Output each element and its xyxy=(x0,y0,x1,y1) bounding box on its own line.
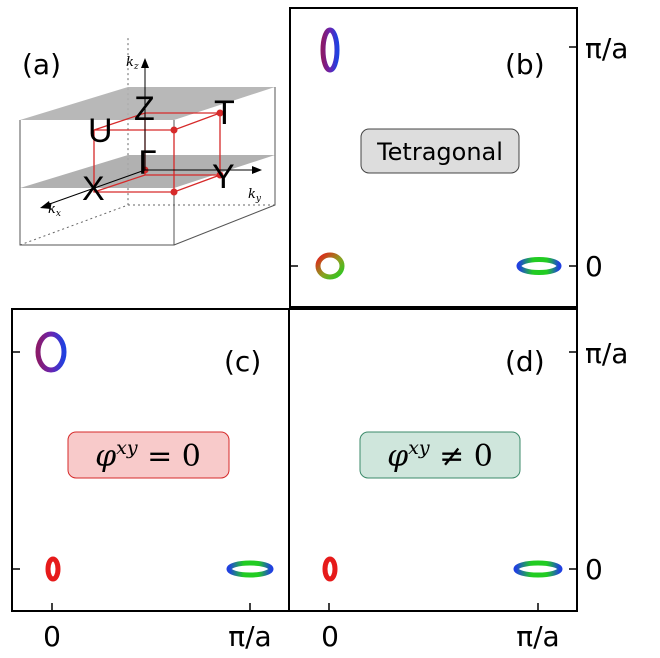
kx-axis xyxy=(43,169,146,207)
panel-b: Tetragonal (b) xyxy=(289,7,578,308)
panel-a-bz-diagram: kz kx ky Z U T Γ X Y (a) xyxy=(19,37,276,246)
x-tick-label-c-zero: 0 xyxy=(43,620,61,653)
fermi-pocket-purple xyxy=(320,27,340,73)
bz-point-dot xyxy=(170,126,178,134)
badge-phi-zero-text: φxy = 0 xyxy=(95,437,201,474)
ky-label: ky xyxy=(248,187,262,204)
fermi-pocket-blue-green xyxy=(226,560,274,578)
point-label-x: X xyxy=(82,170,105,208)
point-label-t: T xyxy=(214,94,235,132)
fermi-pocket-blue-green xyxy=(516,257,562,275)
panel-label-d: (d) xyxy=(505,345,545,378)
point-label-z: Z xyxy=(134,90,155,128)
panel-c: φxy = 0 (c) xyxy=(11,308,290,612)
x-tick-label-c-pi: π/a xyxy=(228,620,271,653)
fermi-pocket-red-green xyxy=(315,252,345,280)
badge-tetragonal xyxy=(360,128,520,174)
fermi-pocket-blue-green xyxy=(513,560,563,578)
panel-d-frame xyxy=(288,308,578,612)
badge-phi-nonzero xyxy=(359,431,521,479)
panel-d: φxy ≠ 0 (d) xyxy=(288,308,578,612)
kx-label: kx xyxy=(48,202,61,219)
kz-label: kz xyxy=(126,55,139,72)
x-tick-label-d-pi: π/a xyxy=(516,620,559,653)
fermi-pocket-red xyxy=(322,556,338,582)
badge-phi-zero xyxy=(67,431,230,479)
fermi-pocket-purple xyxy=(35,331,67,373)
panel-label-a: (a) xyxy=(22,48,61,81)
kx-arrowhead xyxy=(40,201,51,209)
badge-phi-nonzero-text: φxy ≠ 0 xyxy=(387,437,493,474)
kz-arrowhead xyxy=(141,58,149,68)
point-label-u: U xyxy=(88,112,113,150)
axis-tick-labels: π/a 0 π/a 0 0 π/a 0 π/a xyxy=(43,32,628,653)
panel-label-b: (b) xyxy=(505,48,545,81)
x-tick-label-d-zero: 0 xyxy=(321,620,339,653)
panel-label-c: (c) xyxy=(224,345,261,378)
bz-point-dot xyxy=(216,171,224,179)
point-label-gamma: Γ xyxy=(138,144,156,182)
fermi-pocket-red xyxy=(45,556,61,582)
bz-hidden-edges xyxy=(19,37,275,246)
panel-b-frame xyxy=(289,7,578,308)
tick-label-top-zero: 0 xyxy=(585,250,603,283)
bz-point-dot xyxy=(170,188,178,196)
tick-label-top-pi: π/a xyxy=(585,32,628,65)
badge-tetragonal-text: Tetragonal xyxy=(376,138,503,166)
point-label-y: Y xyxy=(212,158,235,196)
bz-point-dot xyxy=(216,109,224,117)
ky-arrowhead xyxy=(252,166,262,174)
tick-label-bottom-zero: 0 xyxy=(585,553,603,586)
tick-label-bottom-pi: π/a xyxy=(585,337,628,370)
bz-top-plane xyxy=(20,87,275,120)
